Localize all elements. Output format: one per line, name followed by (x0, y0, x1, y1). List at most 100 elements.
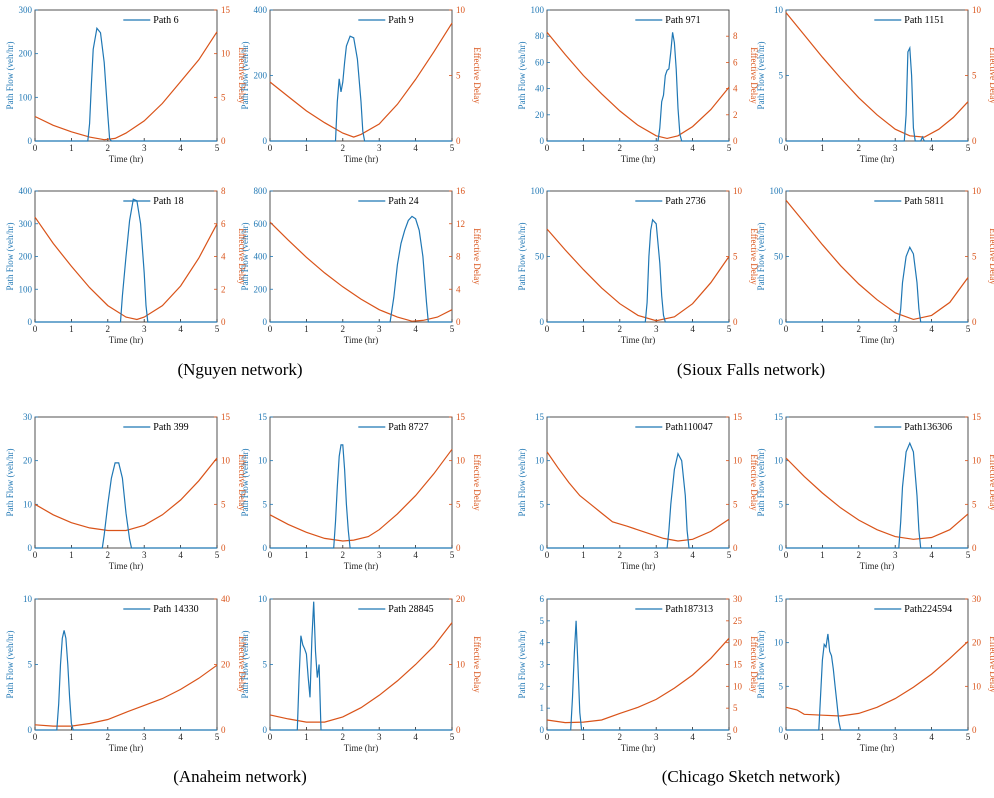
x-tick-label: 1 (820, 324, 825, 334)
y-right-axis-label: Effective Delay (472, 636, 482, 693)
y-left-tick-label: 0 (779, 136, 784, 146)
x-tick-label: 5 (450, 324, 455, 334)
x-tick-label: 4 (690, 732, 695, 742)
y-left-tick-label: 5 (540, 616, 545, 626)
y-right-tick-label: 10 (456, 5, 466, 15)
y-right-tick-label: 4 (733, 84, 738, 94)
y-right-tick-label: 0 (972, 136, 977, 146)
y-left-tick-label: 10 (23, 594, 33, 604)
x-tick-label: 1 (820, 550, 825, 560)
x-axis-label: Time (hr) (109, 335, 143, 345)
x-tick-label: 1 (304, 732, 309, 742)
path-flow-line (786, 633, 968, 731)
y-left-tick-label: 0 (263, 317, 268, 327)
y-left-tick-label: 300 (19, 5, 33, 15)
path-flow-line (270, 215, 452, 323)
y-left-axis-label: Path Flow (veh/hr) (5, 223, 15, 291)
x-tick-label: 1 (304, 143, 309, 153)
y-left-tick-label: 5 (263, 660, 268, 670)
y-left-tick-label: 5 (779, 71, 784, 81)
x-tick-label: 2 (341, 550, 346, 560)
y-left-tick-label: 2 (540, 681, 545, 691)
path-flow-line (547, 218, 729, 323)
y-left-tick-label: 40 (535, 84, 545, 94)
y-right-tick-label: 0 (456, 136, 461, 146)
y-right-tick-label: 5 (972, 499, 977, 509)
plot-frame (34, 598, 218, 731)
plot-frame (546, 190, 730, 323)
x-tick-label: 3 (654, 550, 659, 560)
path-flow-line (786, 441, 968, 549)
path-flow-line (270, 35, 452, 142)
y-left-axis-label: Path Flow (veh/hr) (517, 449, 527, 517)
x-tick-label: 2 (106, 550, 111, 560)
y-right-axis-label: Effective Delay (237, 228, 247, 285)
effective-delay-line (785, 199, 969, 321)
y-left-tick-label: 1 (540, 703, 545, 713)
y-right-tick-label: 15 (972, 412, 982, 422)
panel-15: 0 1 2 3 4 5 Time (hr) 0 1 2 3 4 5 6 Path Flow (veh/hr)… (517, 594, 759, 753)
y-left-axis-label: Path Flow (veh/hr) (240, 42, 250, 110)
y-left-axis-label: Path Flow (veh/hr) (756, 42, 766, 110)
y-left-tick-label: 15 (774, 594, 784, 604)
x-tick-label: 4 (690, 143, 695, 153)
y-left-tick-label: 15 (258, 412, 268, 422)
y-right-axis-label: Effective Delay (988, 454, 994, 511)
y-right-tick-label: 20 (456, 594, 466, 604)
effective-delay-line (34, 216, 218, 321)
y-left-tick-label: 5 (263, 499, 268, 509)
legend-label: Path 28845 (388, 604, 433, 615)
y-right-tick-label: 10 (221, 49, 231, 59)
y-left-tick-label: 300 (19, 219, 33, 229)
x-tick-label: 5 (727, 324, 732, 334)
y-right-axis-label: Effective Delay (749, 47, 759, 104)
path-flow-line (35, 198, 217, 323)
x-axis-label: Time (hr) (344, 154, 378, 164)
panel-9: 0 1 2 3 4 5 Time (hr) 0 10 20 30 Path Flow (veh/hr)… (5, 412, 247, 571)
path-flow-line (35, 630, 217, 731)
y-right-tick-label: 10 (972, 5, 982, 15)
y-left-axis-label: Path Flow (veh/hr) (5, 42, 15, 110)
y-right-tick-label: 0 (733, 725, 738, 735)
y-left-tick-label: 400 (254, 5, 268, 15)
x-tick-label: 2 (341, 732, 346, 742)
y-right-tick-label: 5 (733, 499, 738, 509)
x-tick-label: 3 (654, 143, 659, 153)
x-tick-label: 2 (618, 143, 623, 153)
y-right-tick-label: 15 (221, 5, 231, 15)
x-tick-label: 5 (727, 143, 732, 153)
x-tick-label: 2 (341, 324, 346, 334)
x-tick-label: 0 (545, 550, 550, 560)
legend-label: Path 9 (388, 15, 413, 26)
x-tick-label: 5 (450, 550, 455, 560)
x-axis-label: Time (hr) (109, 743, 143, 753)
y-right-tick-label: 5 (733, 252, 738, 262)
y-right-axis-label: Effective Delay (749, 454, 759, 511)
x-tick-label: 3 (377, 550, 382, 560)
y-left-axis-label: Path Flow (veh/hr) (240, 631, 250, 699)
x-tick-label: 4 (178, 143, 183, 153)
y-right-tick-label: 30 (972, 594, 982, 604)
y-right-tick-label: 20 (733, 638, 743, 648)
x-tick-label: 2 (857, 732, 862, 742)
x-tick-label: 4 (413, 143, 418, 153)
plot-frame (785, 9, 969, 142)
y-right-tick-label: 10 (733, 186, 743, 196)
plot-frame (269, 598, 453, 731)
y-right-axis-label: Effective Delay (749, 636, 759, 693)
y-left-axis-label: Path Flow (veh/hr) (240, 223, 250, 291)
y-left-tick-label: 800 (254, 186, 268, 196)
effective-delay-line (785, 640, 969, 717)
y-left-tick-label: 10 (774, 638, 784, 648)
y-right-tick-label: 5 (456, 499, 461, 509)
legend-label: Path187313 (665, 604, 713, 615)
y-left-tick-label: 20 (535, 110, 545, 120)
x-tick-label: 3 (654, 324, 659, 334)
x-tick-label: 0 (545, 324, 550, 334)
x-tick-label: 4 (413, 324, 418, 334)
y-left-tick-label: 0 (540, 543, 545, 553)
